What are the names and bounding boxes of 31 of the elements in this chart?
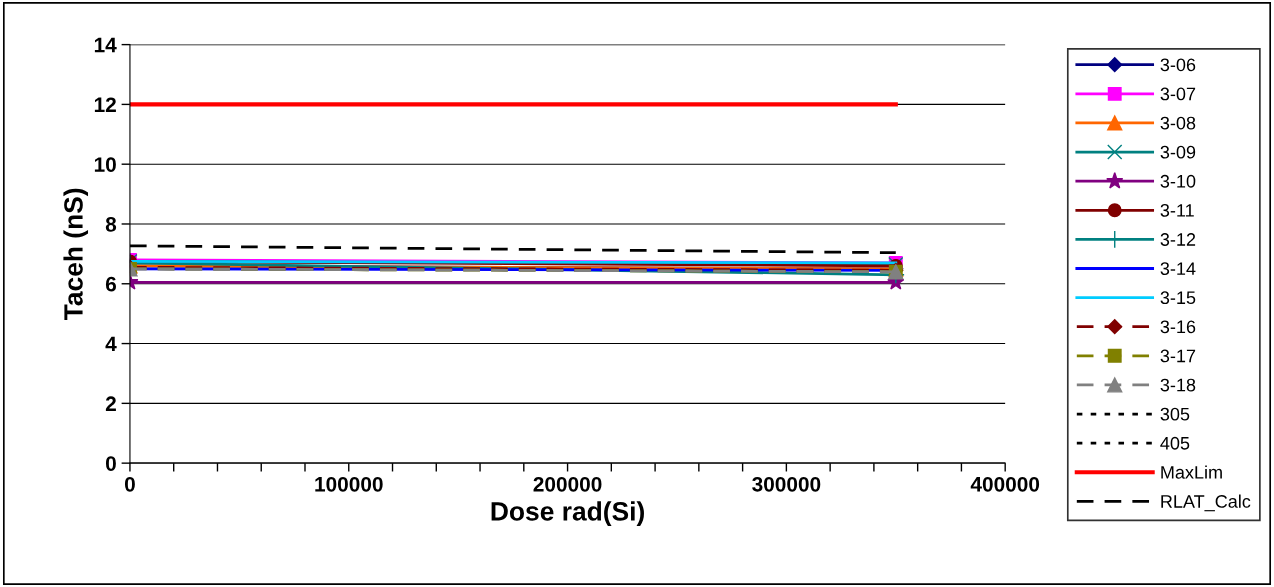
legend-label: MaxLim (1161, 465, 1222, 479)
y-tick-label: 10 (94, 157, 116, 172)
y-tick-label: 2 (105, 396, 116, 411)
y-tick-label: 0 (105, 456, 116, 471)
y-tick-label: 4 (105, 336, 117, 352)
x-tick-label: 300000 (752, 476, 821, 492)
legend-label: 3-08 (1160, 116, 1196, 130)
legend-label: 3-18 (1160, 378, 1196, 392)
legend-label: 3-07 (1160, 87, 1196, 101)
y-tick-label: 8 (105, 216, 117, 232)
legend-label: 3-10 (1160, 174, 1196, 188)
y-axis-title: Taceh (nS) (63, 188, 89, 321)
legend-label: 3-12 (1160, 233, 1196, 246)
legend-label: 405 (1160, 436, 1190, 450)
y-tick-label: 12 (94, 97, 116, 112)
x-tick-label: 0 (124, 476, 135, 492)
legend-label: 3-09 (1160, 145, 1196, 159)
x-tick-label: 400000 (970, 476, 1040, 492)
legend-label: 3-06 (1160, 58, 1196, 72)
y-tick-label: 6 (105, 276, 116, 292)
legend-label: 3-15 (1160, 291, 1196, 305)
x-axis-title: Dose rad(Si) (491, 501, 644, 526)
x-tick-label: 100000 (315, 476, 383, 492)
legend-label: RLAT_Calc (1161, 494, 1251, 512)
legend-label: 3-11 (1160, 203, 1194, 217)
y-tick-label: 14 (94, 37, 117, 53)
legend-label: 3-16 (1160, 320, 1196, 334)
legend-label: 3-14 (1160, 262, 1196, 275)
x-tick-label: 200000 (533, 476, 602, 492)
legend-label: 3-17 (1160, 349, 1196, 363)
legend-label: 305 (1160, 407, 1190, 421)
